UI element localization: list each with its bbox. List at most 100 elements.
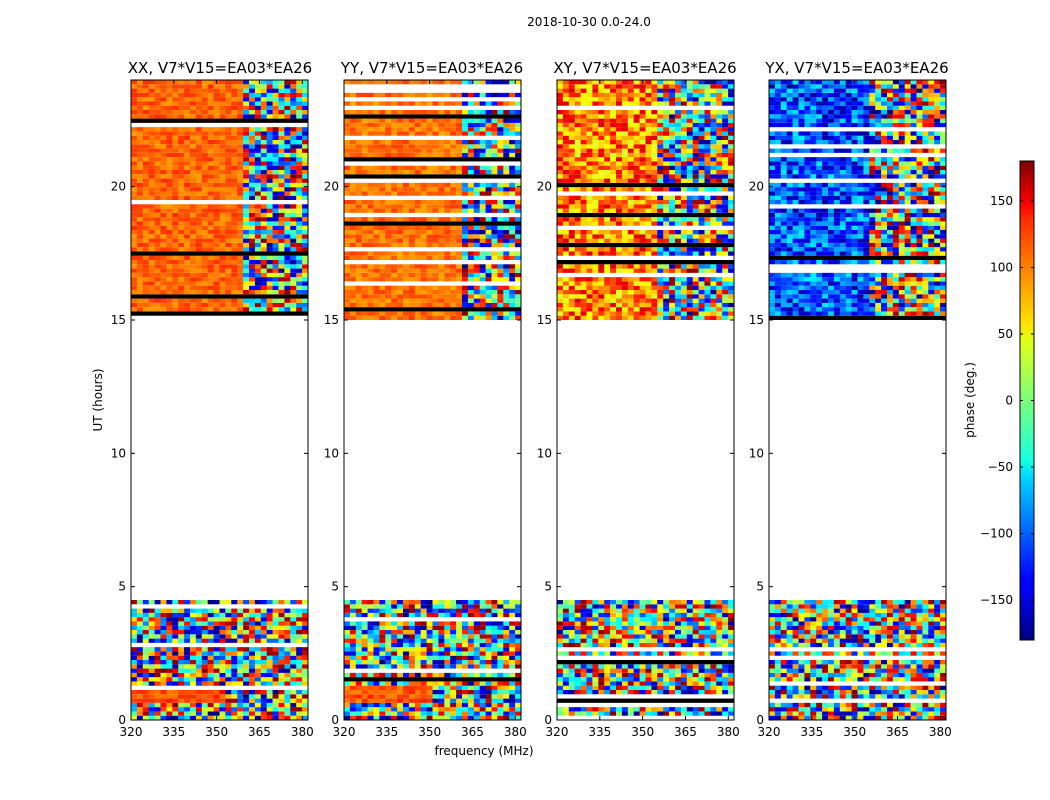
heat-cell [219, 617, 226, 622]
axes-frame [130, 79, 309, 721]
heat-cell [166, 621, 173, 626]
heat-cell [462, 608, 469, 613]
heat-cell [414, 642, 421, 648]
heat-cell [397, 651, 404, 656]
heat-cell [272, 647, 279, 652]
heat-cell [290, 625, 297, 630]
heat-cell [627, 668, 634, 673]
heat-cell [403, 144, 410, 149]
heat-cell [302, 80, 309, 85]
heat-cell [302, 702, 309, 708]
heat-cell [254, 80, 262, 85]
heat-cell [414, 694, 421, 699]
heat-cell [432, 702, 439, 708]
heat-cell [379, 118, 386, 123]
heat-cell [231, 131, 238, 136]
heat-cell [450, 251, 457, 256]
heat-cell [219, 290, 226, 295]
heat-cell [160, 204, 167, 209]
heat-cell [290, 621, 297, 626]
heat-cell [344, 625, 351, 630]
heat-cell [278, 225, 285, 230]
heat-cell [408, 621, 416, 626]
heat-cell [426, 681, 433, 686]
heat-cell [231, 135, 238, 140]
heat-cell [136, 672, 144, 678]
heat-cell [237, 625, 244, 630]
heat-cell [355, 152, 362, 158]
heat-cell [408, 187, 416, 192]
heat-cell [592, 311, 599, 316]
heat-cell [148, 247, 155, 252]
heat-cell [190, 260, 197, 265]
heat-cell [266, 268, 273, 273]
heat-cell [178, 707, 185, 712]
heat-cell [284, 105, 291, 110]
heat-cell [420, 315, 427, 320]
heat-cell [462, 612, 469, 618]
heat-cell [450, 165, 457, 170]
heat-cell [479, 608, 486, 613]
heat-cell [728, 690, 735, 695]
heat-cell [515, 642, 522, 648]
heat-cell [420, 298, 427, 303]
heat-cell [432, 698, 439, 703]
heat-cell [610, 685, 617, 690]
heat-cell [462, 600, 469, 605]
heat-cell [586, 668, 593, 673]
heat-cell [207, 247, 214, 252]
heat-cell [136, 191, 144, 196]
heat-cell [391, 285, 398, 290]
heat-cell [391, 264, 398, 269]
heat-cell [509, 660, 516, 665]
heat-cell [651, 608, 658, 613]
heat-cell [491, 612, 498, 618]
heat-cell [450, 144, 457, 149]
heat-cell [627, 664, 634, 669]
heat-cell [456, 242, 463, 248]
heat-cell [148, 101, 155, 106]
heat-cell [290, 307, 297, 312]
heat-cell [231, 281, 238, 286]
heat-cell [408, 242, 416, 248]
heat-cell [574, 612, 581, 618]
heat-cell [473, 255, 480, 260]
heat-cell [278, 148, 285, 153]
heat-cell [616, 630, 623, 635]
heat-cell [497, 140, 504, 145]
heat-cell [284, 92, 291, 98]
heat-cell [249, 230, 256, 235]
heat-cell [473, 251, 480, 256]
heat-cell [580, 617, 587, 622]
heat-cell [131, 664, 138, 669]
heat-cell [491, 672, 498, 678]
heat-cell [420, 131, 427, 136]
heat-cell [438, 277, 445, 282]
heat-cell [296, 651, 303, 656]
heat-cell [184, 187, 191, 192]
heat-cell [610, 668, 617, 673]
heat-cell [284, 174, 291, 179]
heat-cell [166, 165, 173, 170]
heat-cell [403, 230, 410, 235]
heat-cell [148, 302, 155, 308]
heat-cell [633, 608, 640, 613]
heat-cell [243, 612, 250, 618]
heat-cell [485, 230, 492, 235]
heat-cell [610, 638, 617, 643]
heat-cell [704, 685, 711, 690]
heat-cell [266, 161, 273, 166]
heat-cell [219, 127, 226, 132]
heat-cell [497, 608, 504, 613]
heat-cell [438, 294, 445, 299]
heat-cell [610, 298, 617, 303]
heat-cell [515, 647, 522, 652]
heat-cell [302, 655, 309, 660]
heat-cell [568, 612, 575, 618]
heat-cell [686, 711, 693, 716]
heat-cell [515, 655, 522, 660]
heat-cell [397, 101, 404, 106]
heat-cell [219, 715, 226, 720]
heat-cell [385, 110, 392, 115]
heat-cell [131, 694, 138, 699]
